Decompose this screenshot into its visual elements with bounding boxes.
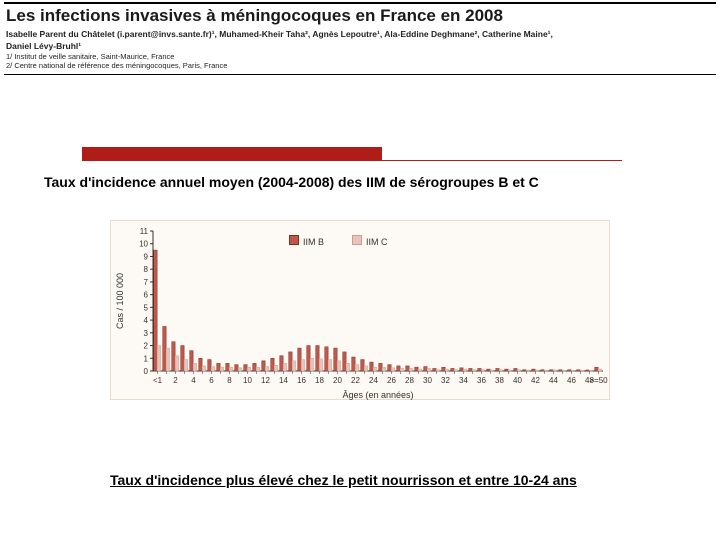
svg-text:46: 46 [567, 376, 576, 385]
svg-text:3: 3 [144, 329, 149, 338]
svg-text:4: 4 [191, 376, 196, 385]
chart-title: Taux d'incidence annuel moyen (2004-2008… [44, 174, 539, 190]
legend-item: IIM C [352, 235, 388, 247]
svg-text:42: 42 [531, 376, 540, 385]
byline-authors-2: Daniel Lévy-Bruhl¹ [0, 40, 720, 52]
svg-text:9: 9 [144, 252, 149, 261]
svg-text:<1: <1 [153, 376, 163, 385]
svg-text:8: 8 [144, 265, 149, 274]
incidence-chart: 01234567891011Cas / 100 000Âges (en anné… [110, 220, 610, 400]
svg-text:1: 1 [144, 354, 149, 363]
legend-swatch [352, 235, 362, 245]
chart-caption: Taux d'incidence plus élevé chez le peti… [110, 472, 577, 488]
legend-label: IIM C [366, 237, 388, 247]
svg-text:34: 34 [459, 376, 468, 385]
svg-text:Cas / 100 000: Cas / 100 000 [115, 273, 125, 329]
svg-text:7: 7 [144, 278, 149, 287]
svg-text:28: 28 [405, 376, 414, 385]
svg-text:14: 14 [279, 376, 288, 385]
svg-text:0: 0 [144, 367, 149, 376]
svg-text:10: 10 [139, 240, 148, 249]
svg-text:26: 26 [387, 376, 396, 385]
chart-legend: IIM B IIM C [289, 235, 388, 247]
svg-text:2: 2 [144, 342, 149, 351]
svg-text:38: 38 [495, 376, 504, 385]
svg-text:16: 16 [297, 376, 306, 385]
svg-text:24: 24 [369, 376, 378, 385]
byline-authors: Isabelle Parent du Châtelet (i.parent@in… [0, 28, 720, 40]
svg-text:2: 2 [173, 376, 178, 385]
page-title: Les infections invasives à méningocoques… [0, 4, 720, 28]
accent-bar [82, 147, 382, 161]
svg-text:>=50: >=50 [589, 376, 608, 385]
svg-text:6: 6 [209, 376, 214, 385]
accent-rule [82, 160, 622, 161]
svg-text:6: 6 [144, 291, 149, 300]
svg-text:8: 8 [227, 376, 232, 385]
svg-text:44: 44 [549, 376, 558, 385]
affiliation-1: 1/ Institut de veille sanitaire, Saint-M… [0, 52, 720, 61]
svg-text:4: 4 [144, 316, 149, 325]
chart-svg: 01234567891011Cas / 100 000Âges (en anné… [111, 221, 611, 401]
legend-label: IIM B [303, 237, 324, 247]
svg-text:32: 32 [441, 376, 450, 385]
svg-text:30: 30 [423, 376, 432, 385]
svg-text:12: 12 [261, 376, 270, 385]
svg-text:10: 10 [243, 376, 252, 385]
svg-text:36: 36 [477, 376, 486, 385]
header-rule-bottom [4, 74, 716, 75]
svg-text:40: 40 [513, 376, 522, 385]
svg-text:18: 18 [315, 376, 324, 385]
svg-text:5: 5 [144, 303, 149, 312]
svg-text:Âges (en années): Âges (en années) [342, 390, 413, 400]
legend-item: IIM B [289, 235, 324, 247]
svg-text:11: 11 [140, 227, 149, 236]
svg-text:20: 20 [333, 376, 342, 385]
legend-swatch [289, 235, 299, 245]
affiliation-2: 2/ Centre national de référence des méni… [0, 61, 720, 70]
svg-text:22: 22 [351, 376, 360, 385]
